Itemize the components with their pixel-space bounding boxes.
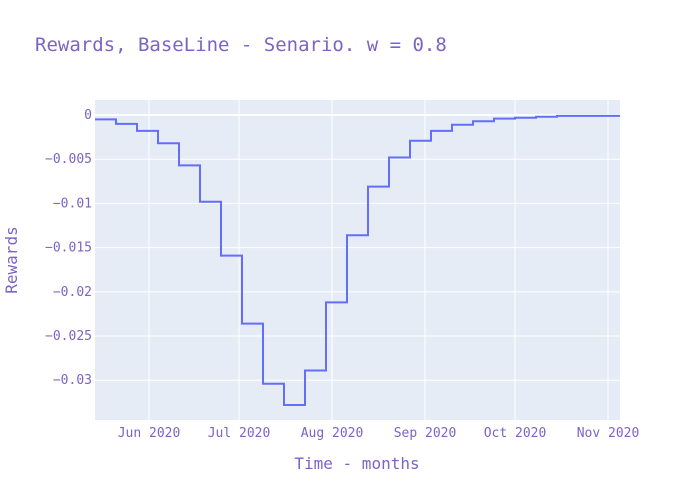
y-tick-label: 0 bbox=[84, 108, 92, 123]
x-tick-label: Jul 2020 bbox=[208, 426, 271, 441]
x-tick-label: Aug 2020 bbox=[301, 426, 364, 441]
x-axis-title: Time - months bbox=[294, 454, 419, 473]
x-tick-label: Jun 2020 bbox=[118, 426, 181, 441]
x-tick-label: Nov 2020 bbox=[577, 426, 640, 441]
y-tick-label: −0.025 bbox=[45, 329, 92, 344]
series-step-line bbox=[95, 114, 620, 406]
y-tick-label: −0.03 bbox=[53, 373, 92, 388]
y-axis-title: Rewards bbox=[2, 226, 21, 293]
y-tick-label: −0.005 bbox=[45, 152, 92, 167]
grid-lines bbox=[95, 100, 620, 420]
x-axis-ticks: Jun 2020 Jul 2020 Aug 2020 Sep 2020 Oct 2020… bbox=[118, 426, 640, 441]
y-axis-ticks: 0 −0.005 −0.01 −0.015 −0.02 −0.025 −0.03 bbox=[45, 108, 92, 388]
x-tick-label: Oct 2020 bbox=[484, 426, 547, 441]
y-tick-label: −0.02 bbox=[53, 285, 92, 300]
chart-title: Rewards, BaseLine - Senario. w = 0.8 bbox=[35, 34, 447, 56]
x-tick-label: Sep 2020 bbox=[394, 426, 457, 441]
y-tick-label: −0.01 bbox=[53, 196, 92, 211]
plot-area bbox=[95, 100, 620, 420]
y-tick-label: −0.015 bbox=[45, 241, 92, 256]
